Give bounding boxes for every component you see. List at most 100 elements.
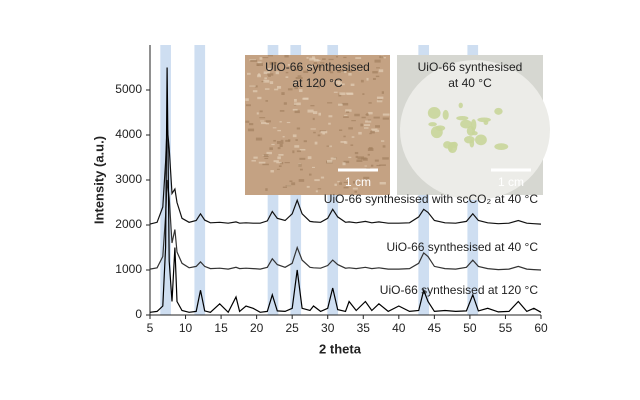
photo-texture [285,139,291,142]
photo-texture [339,182,343,185]
photo-texture [270,62,277,64]
photo-texture [333,91,338,93]
photo-texture [360,123,364,127]
photo-texture [313,62,318,65]
photo-texture [278,153,284,156]
photo-texture [249,123,254,126]
photo-texture [366,77,369,81]
photo-texture [247,72,251,75]
photo-texture [351,120,356,122]
photo-texture [279,121,282,123]
photo-texture [257,61,262,64]
crystal [475,134,487,146]
photo-texture [294,98,297,102]
photo-texture [364,124,371,127]
photo-texture [358,70,363,72]
photo-texture [378,69,384,73]
photo-texture [266,151,272,155]
photo-texture [303,97,309,100]
photo-texture [360,79,364,83]
photo-texture [362,93,365,95]
x-tick-label: 55 [499,321,513,335]
photo-texture [322,58,326,61]
y-tick-label: 5000 [115,82,142,96]
photo-texture [285,76,289,78]
photo-texture [293,102,301,106]
highlight-band [194,45,206,315]
plot: 0 1000 2000 3000 4000 5000 5 10 15 20 25 30 35 40 45 50… [115,45,548,335]
photo-texture [253,156,258,159]
photo-texture [263,79,270,83]
photo-texture [282,135,285,138]
photo-texture [314,141,318,145]
photo-texture [371,128,378,131]
x-tick-label: 5 [147,321,154,335]
photo-texture [344,114,348,116]
photo-texture [252,90,258,93]
photo-texture [306,65,314,68]
photo-texture [284,55,289,58]
photo-texture [273,139,276,142]
photo-texture [369,132,372,135]
photo-texture [317,134,321,137]
photo-texture [306,185,310,188]
photo-texture [267,67,273,70]
crystal [494,143,509,150]
crystal [494,107,503,115]
photo-texture [267,55,273,57]
photo-texture [298,179,305,182]
photo-texture [255,137,263,141]
photo-texture [265,188,268,191]
inset-title: at 40 °C [448,76,492,90]
photo-texture [262,163,269,166]
photo-texture [343,116,349,118]
x-tick-label: 10 [179,321,193,335]
inset-title: at 120 °C [292,76,342,90]
photo-texture [287,88,293,91]
photo-texture [263,71,270,74]
photo-texture [382,145,386,148]
photo-texture [318,112,322,116]
photo-texture [289,180,293,183]
photo-texture [245,98,249,101]
photo-texture [249,85,256,87]
crystal [427,107,441,119]
crystal [428,122,437,127]
photo-texture [292,150,295,154]
photo-texture [265,122,269,125]
photo-texture [278,165,282,168]
series-line [149,67,542,314]
photo-texture [303,70,309,74]
photo-texture [337,69,345,73]
photo-texture [310,128,316,130]
photo-texture [326,159,333,163]
photo-texture [311,166,315,169]
photo-texture [320,130,328,134]
photo-texture [265,120,271,123]
photo-texture [317,85,320,89]
photo-texture [260,120,265,122]
photo-texture [258,73,261,76]
photo-texture [350,83,355,87]
photo-texture [294,86,298,90]
x-tick-label: 15 [214,321,228,335]
photo-texture [251,160,256,162]
scale-label: 1 cm [345,175,371,189]
photo-texture [379,164,386,166]
photo-texture [372,71,378,74]
photo-texture [341,102,349,106]
photo-texture [348,127,353,130]
photo-texture [352,180,356,184]
photo-texture [277,129,281,132]
photo-texture [272,127,277,129]
photo-texture [274,88,279,91]
crystal [483,120,489,125]
crystal [471,131,478,136]
photo-texture [329,145,332,148]
photo-texture [345,109,352,112]
photo-texture [299,157,306,160]
photo-texture [258,161,266,164]
x-tick-label: 25 [286,321,300,335]
